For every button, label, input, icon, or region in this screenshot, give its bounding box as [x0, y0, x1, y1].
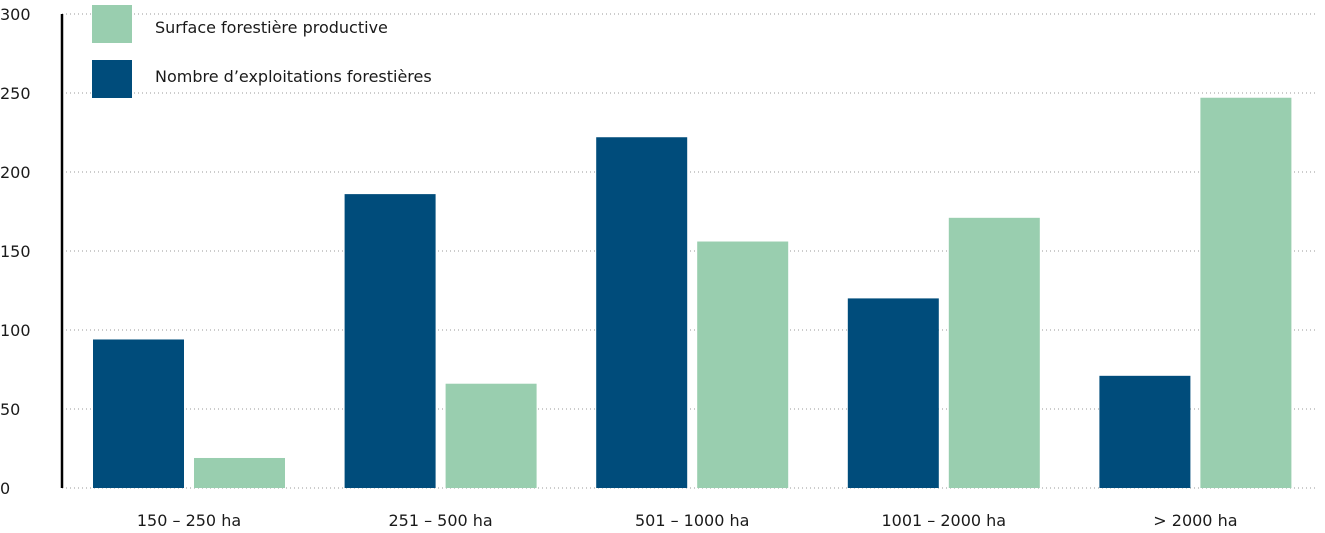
y-tick-label: 300 — [0, 5, 31, 24]
gridlines — [62, 13, 1318, 489]
bar-nombre-1 — [344, 194, 436, 488]
bar-surface-1 — [445, 383, 537, 488]
y-tick-label: 200 — [0, 163, 31, 182]
y-tick-label: 250 — [0, 84, 31, 103]
y-tick-label: 0 — [0, 479, 10, 498]
bar-surface-4 — [1200, 97, 1292, 489]
y-tick-label: 150 — [0, 242, 31, 261]
y-axis: 0 50 100 150 200 250 300 — [0, 5, 64, 498]
bars — [93, 97, 1292, 489]
bar-surface-2 — [697, 241, 789, 488]
x-axis: 150 – 250 ha 251 – 500 ha 501 – 1000 ha 100… — [137, 511, 1238, 530]
x-tick-label: 251 – 500 ha — [388, 511, 492, 530]
y-tick-label: 100 — [0, 321, 31, 340]
bar-nombre-4 — [1099, 375, 1191, 488]
x-tick-label: 501 – 1000 ha — [635, 511, 749, 530]
bar-nombre-0 — [93, 339, 184, 488]
bar-surface-0 — [194, 457, 285, 488]
x-tick-label: 1001 – 2000 ha — [881, 511, 1006, 530]
legend-label-1: Nombre d’exploitations forestières — [155, 67, 432, 86]
bar-nombre-2 — [596, 137, 688, 489]
legend-swatch-0 — [92, 5, 132, 43]
legend: Surface forestière productive Nombre d’ex… — [92, 5, 432, 98]
bar-nombre-3 — [847, 298, 939, 488]
x-tick-label: 150 – 250 ha — [137, 511, 241, 530]
x-tick-label: > 2000 ha — [1153, 511, 1237, 530]
legend-label-0: Surface forestière productive — [155, 18, 388, 37]
legend-swatch-1 — [92, 60, 132, 98]
bar-surface-3 — [948, 217, 1040, 488]
y-tick-label: 50 — [0, 400, 20, 419]
